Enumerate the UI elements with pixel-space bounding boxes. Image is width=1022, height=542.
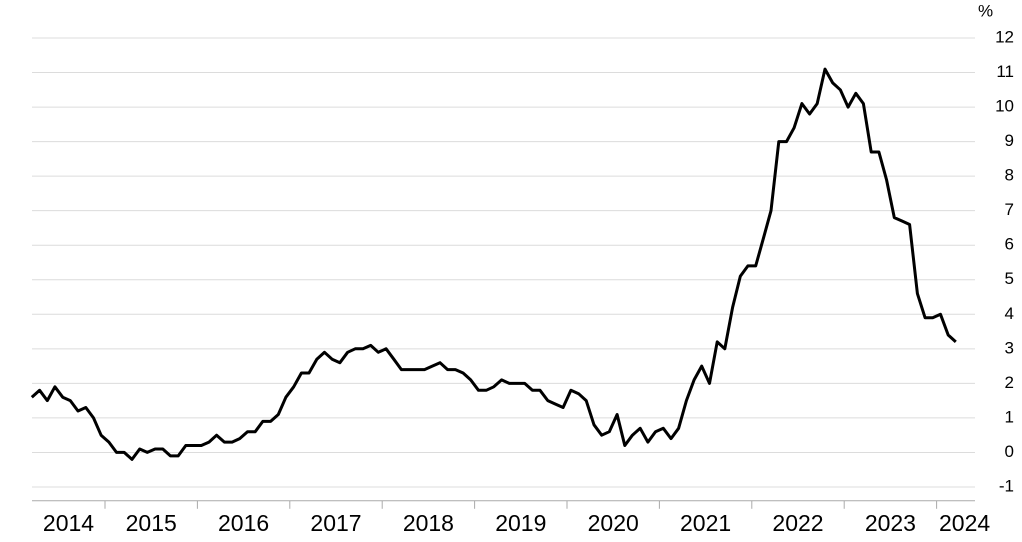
y-tick-label: 8: [1005, 166, 1014, 185]
x-tick-label: 2017: [310, 510, 361, 536]
y-tick-label: 2: [1005, 373, 1014, 392]
x-tick-label: 2019: [495, 510, 546, 536]
x-tick-label: 2016: [218, 510, 269, 536]
x-tick-label: 2014: [43, 510, 94, 536]
x-tick-label: 2022: [772, 510, 823, 536]
y-tick-label: 4: [1005, 304, 1014, 323]
y-tick-label: 3: [1005, 338, 1014, 357]
y-tick-label: 6: [1005, 235, 1014, 254]
x-tick-label: 2024: [939, 510, 990, 536]
y-tick-label: 1: [1005, 407, 1014, 426]
x-tick-label: 2018: [403, 510, 454, 536]
y-tick-label: 9: [1005, 131, 1014, 150]
y-tick-label: 7: [1005, 200, 1014, 219]
unit-label: %: [978, 1, 993, 20]
y-tick-label: 0: [1005, 442, 1014, 461]
y-tick-label: -1: [999, 476, 1014, 495]
y-tick-label: 11: [996, 62, 1014, 81]
x-tick-label: 2021: [680, 510, 731, 536]
x-tick-label: 2020: [588, 510, 639, 536]
y-tick-label: 5: [1005, 269, 1014, 288]
y-tick-label: 12: [995, 27, 1014, 46]
x-tick-label: 2023: [865, 510, 916, 536]
x-tick-label: 2015: [126, 510, 177, 536]
y-tick-label: 10: [995, 97, 1014, 116]
data-line: [30, 67, 957, 461]
